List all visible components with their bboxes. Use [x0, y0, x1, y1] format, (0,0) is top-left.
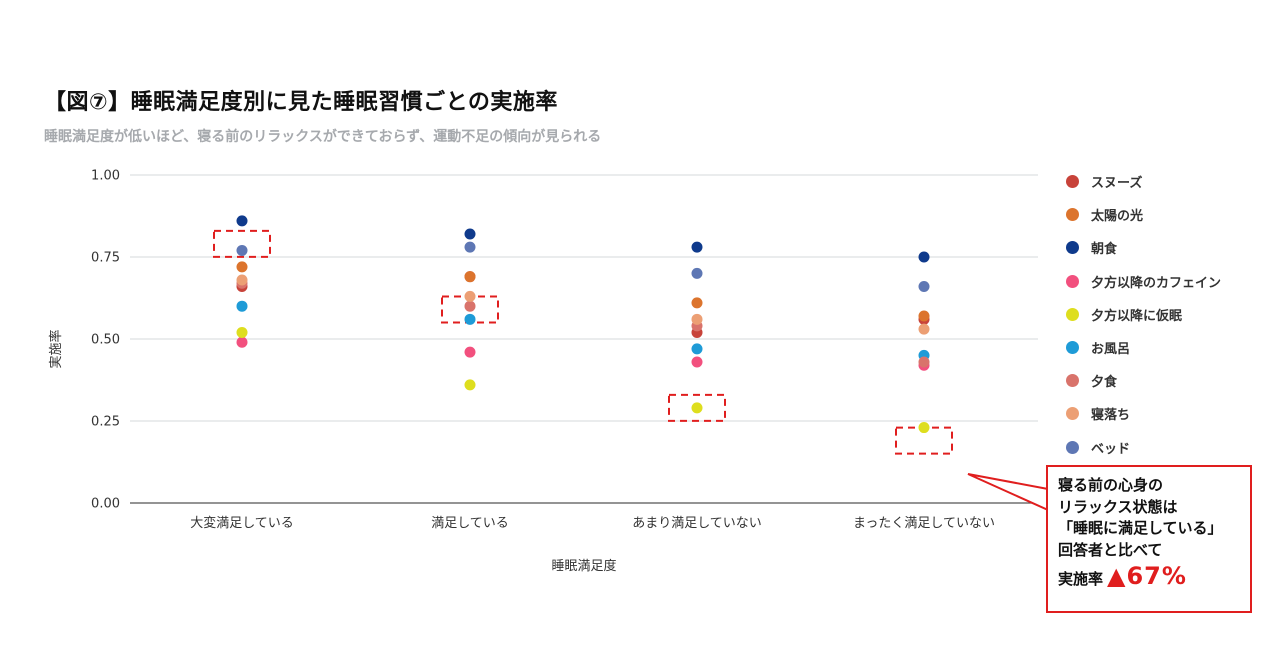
- legend-marker: [1066, 307, 1079, 321]
- callout-pointer-shape: [967, 473, 1049, 511]
- y-axis-label: 実施率: [48, 329, 64, 368]
- legend-marker: [1066, 274, 1079, 288]
- data-point: [464, 313, 476, 325]
- data-point: [691, 343, 703, 355]
- callout-line: 「睡眠に満足している」: [1058, 519, 1223, 537]
- data-point: [918, 310, 930, 322]
- data-point: [691, 402, 703, 414]
- data-point: [691, 297, 703, 309]
- highlight-boxes: [213, 229, 953, 455]
- legend-marker: [1066, 208, 1079, 222]
- data-point: [464, 346, 476, 358]
- legend: スヌーズ太陽の光朝食夕方以降のカフェイン 夕方以降に仮眠 お風呂夕食寝落ちベッド: [1066, 165, 1221, 464]
- data-point: [464, 290, 476, 302]
- highlight-box: [213, 229, 271, 258]
- legend-label: 夕食: [1091, 375, 1118, 391]
- legend-label: お風呂: [1091, 342, 1131, 358]
- data-point: [464, 300, 476, 312]
- y-tick-label: 1.00: [91, 169, 120, 184]
- legend-label: 夕方以降に仮眠: [1091, 308, 1183, 324]
- data-point: [464, 271, 476, 283]
- callout-rate-label: 実施率: [1058, 570, 1104, 588]
- data-point: [236, 336, 248, 348]
- callout-line: 寝る前の心身の: [1058, 476, 1164, 494]
- data-point: [236, 300, 248, 312]
- legend-marker: [1066, 407, 1079, 421]
- data-point: [236, 326, 248, 338]
- legend-label: 朝食: [1091, 242, 1118, 258]
- grid-lines: [130, 174, 1038, 504]
- data-point: [691, 313, 703, 325]
- x-tick-label: まったく満足していない: [853, 516, 995, 531]
- data-point: [236, 215, 248, 227]
- data-point: [918, 251, 930, 263]
- legend-item: 夕食: [1066, 364, 1221, 397]
- y-tick-label: 0.25: [91, 415, 120, 430]
- data-point: [691, 267, 703, 279]
- data-point: [464, 379, 476, 391]
- x-axis-label: 睡眠満足度: [551, 558, 616, 574]
- data-point: [691, 241, 703, 253]
- data-point: [464, 228, 476, 240]
- y-tick-label: 0.50: [91, 333, 120, 348]
- callout-pointer: [967, 473, 1049, 511]
- legend-item: 夕方以降に仮眠: [1066, 298, 1221, 331]
- legend-label: 夕方以降のカフェイン: [1091, 275, 1222, 291]
- legend-label: 寝落ち: [1091, 408, 1131, 424]
- data-point: [464, 241, 476, 253]
- legend-label: 太陽の光: [1091, 209, 1144, 225]
- x-tick-label: 大変満足している: [190, 515, 294, 531]
- legend-item: 太陽の光: [1066, 198, 1221, 231]
- chart-subtitle: 睡眠満足度が低いほど、寝る前のリラックスができておらず、運動不足の傾向が見られる: [44, 129, 602, 145]
- callout-rate-value: ▲67%: [1107, 562, 1187, 590]
- legend-marker: [1066, 440, 1079, 454]
- chart-title: 【図⑦】睡眠満足度別に見た睡眠習慣ごとの実施率: [44, 90, 558, 115]
- data-point: [918, 356, 930, 368]
- data-point: [236, 274, 248, 286]
- x-tick-label: 満足している: [431, 516, 509, 531]
- data-point: [236, 261, 248, 273]
- legend-label: スヌーズ: [1091, 176, 1143, 192]
- y-tick-label: 0.75: [91, 251, 120, 266]
- legend-item: お風呂: [1066, 331, 1221, 364]
- data-points: [236, 215, 930, 434]
- callout-line: 回答者と比べて: [1058, 540, 1163, 559]
- x-axis-ticks: 大変満足している 満足している あまり満足していない まったく満足していない: [190, 515, 995, 531]
- data-point: [918, 422, 930, 434]
- y-axis-ticks: 0.00 0.25 0.50 0.75 1.00: [91, 169, 120, 512]
- highlight-box: [668, 393, 726, 422]
- data-point: [691, 356, 703, 368]
- data-point: [918, 323, 930, 335]
- callout-box: 寝る前の心身の リラックス状態は 「睡眠に満足している」 回答者と比べて 実施率…: [1046, 465, 1252, 613]
- data-point: [236, 244, 248, 256]
- y-tick-label: 0.00: [91, 497, 120, 512]
- legend-item: 寝落ち: [1066, 397, 1221, 430]
- legend-label: ベッド: [1091, 441, 1131, 457]
- legend-marker: [1066, 241, 1079, 255]
- legend-marker: [1066, 341, 1079, 355]
- callout-line: リラックス状態は: [1058, 497, 1178, 516]
- legend-item: 夕方以降のカフェイン: [1066, 265, 1221, 298]
- legend-marker: [1066, 175, 1079, 189]
- legend-item: 朝食: [1066, 231, 1221, 264]
- legend-item: ベッド: [1066, 431, 1221, 464]
- data-point: [918, 281, 930, 293]
- callout-rate-row: 実施率 ▲67%: [1058, 562, 1240, 591]
- legend-item: スヌーズ: [1066, 165, 1221, 198]
- legend-marker: [1066, 374, 1079, 388]
- x-tick-label: あまり満足していない: [632, 516, 762, 531]
